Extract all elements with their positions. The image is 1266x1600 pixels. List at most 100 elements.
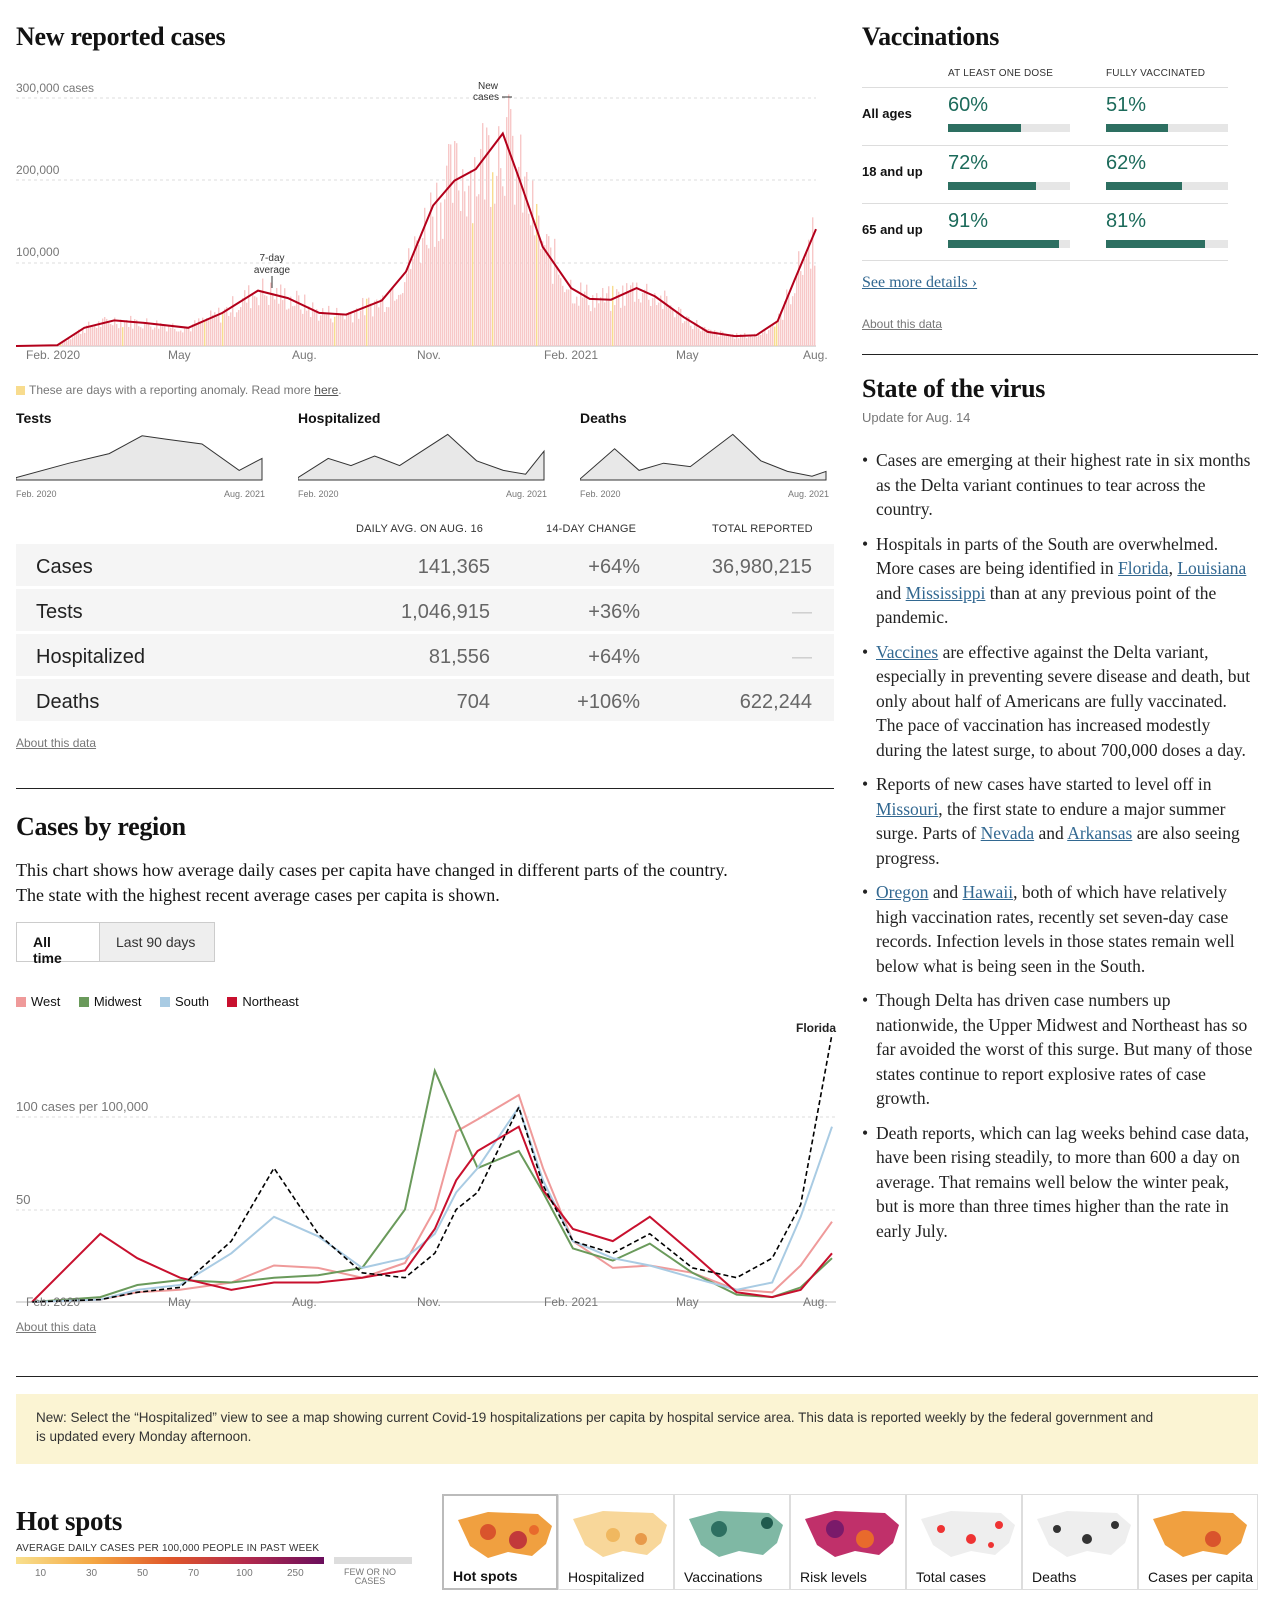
mini-deaths-title: Deaths bbox=[580, 410, 627, 426]
all-time-button[interactable]: All time bbox=[16, 922, 100, 966]
vac-label: All ages bbox=[862, 106, 912, 121]
us-map-icon bbox=[805, 1511, 899, 1557]
daily-bar bbox=[528, 213, 530, 346]
daily-bar bbox=[310, 317, 312, 346]
south-line bbox=[31, 1104, 833, 1303]
arkansas-link[interactable]: Arkansas bbox=[1067, 823, 1133, 843]
oregon-link[interactable]: Oregon bbox=[876, 882, 929, 902]
daily-bar bbox=[130, 315, 132, 346]
see-more-details-link[interactable]: See more details › bbox=[862, 274, 978, 291]
daily-bar bbox=[692, 329, 694, 346]
daily-bar bbox=[356, 308, 358, 346]
tab-total-cases[interactable]: Total cases bbox=[906, 1494, 1022, 1590]
daily-bar bbox=[124, 321, 126, 346]
daily-bar bbox=[738, 338, 740, 346]
nevada-link[interactable]: Nevada bbox=[980, 823, 1035, 843]
region-about-link[interactable]: About this data bbox=[16, 1320, 97, 1334]
daily-bar bbox=[596, 293, 598, 346]
daily-bar bbox=[112, 325, 114, 346]
daily-bar bbox=[280, 284, 282, 346]
bullet-item: Hospitals in parts of the South are over… bbox=[862, 532, 1254, 630]
daily-bar bbox=[118, 328, 120, 346]
y-tick-100k: 100,000 bbox=[16, 245, 60, 259]
daily-bar bbox=[176, 331, 178, 346]
daily-bar bbox=[116, 324, 118, 346]
mississippi-link[interactable]: Mississippi bbox=[905, 582, 986, 603]
stats-about-link[interactable]: About this data bbox=[16, 736, 97, 750]
tab-risk-levels[interactable]: Risk levels bbox=[790, 1494, 906, 1590]
stats-row-deaths: Deaths 704 +106% 622,244 bbox=[16, 679, 834, 723]
daily-bar bbox=[506, 117, 508, 346]
hawaii-link[interactable]: Hawaii bbox=[962, 882, 1014, 902]
tab-cases-per-capita[interactable]: Cases per capita bbox=[1138, 1494, 1258, 1590]
daily-bars bbox=[28, 94, 816, 347]
daily-bar bbox=[296, 290, 298, 346]
daily-bar bbox=[190, 331, 192, 346]
stats-label: Cases bbox=[36, 556, 93, 578]
vac-one-dose-bar bbox=[948, 124, 1070, 132]
daily-bar bbox=[754, 333, 756, 346]
tab-hot-spots[interactable]: Hot spots bbox=[442, 1494, 558, 1590]
missouri-link[interactable]: Missouri bbox=[876, 798, 939, 819]
daily-bar bbox=[436, 182, 438, 346]
daily-bar bbox=[592, 295, 594, 346]
daily-bar bbox=[218, 307, 220, 346]
daily-bar bbox=[676, 311, 678, 346]
vac-row-18-up: 18 and up 72% 62% bbox=[862, 145, 1228, 203]
stats-row-hospitalized: Hospitalized 81,556 +64% — bbox=[16, 634, 834, 678]
state-of-virus-title: State of the virus bbox=[862, 374, 1046, 403]
stats-row-tests: Tests 1,046,915 +36% — bbox=[16, 589, 834, 633]
vaccines-link[interactable]: Vaccines bbox=[876, 641, 939, 662]
daily-bar bbox=[84, 332, 86, 346]
daily-bar bbox=[114, 317, 116, 346]
daily-bar bbox=[758, 332, 760, 346]
daily-bar bbox=[484, 199, 486, 346]
louisiana-link[interactable]: Louisiana bbox=[1177, 558, 1247, 578]
daily-bar bbox=[90, 327, 92, 346]
daily-bar bbox=[772, 325, 774, 346]
florida-link[interactable]: Florida bbox=[1118, 558, 1169, 578]
daily-bar bbox=[408, 248, 410, 346]
daily-bar bbox=[158, 328, 160, 346]
last-90-days-button[interactable]: Last 90 days bbox=[99, 922, 215, 962]
anomaly-here-link[interactable]: here bbox=[314, 383, 339, 397]
daily-bar bbox=[564, 292, 566, 346]
daily-bar bbox=[184, 328, 186, 346]
us-map-icon bbox=[921, 1511, 1015, 1557]
x-tick: May bbox=[676, 348, 699, 362]
daily-bar bbox=[236, 312, 238, 346]
daily-bar bbox=[450, 144, 452, 346]
tab-hospitalized[interactable]: Hospitalized bbox=[558, 1494, 674, 1590]
x-tick: Aug. bbox=[803, 348, 828, 362]
daily-bar bbox=[752, 336, 754, 346]
daily-bar bbox=[646, 283, 648, 346]
daily-bar bbox=[384, 311, 386, 346]
west-line bbox=[31, 1093, 833, 1303]
daily-bar bbox=[104, 317, 106, 346]
daily-bar bbox=[684, 321, 686, 346]
daily-bar bbox=[172, 323, 174, 346]
daily-bar bbox=[216, 315, 218, 346]
vac-about-link[interactable]: About this data bbox=[862, 317, 943, 331]
vac-one-dose-bar bbox=[948, 240, 1070, 248]
stats-row-cases: Cases 141,365 +64% 36,980,215 bbox=[16, 544, 834, 588]
daily-bar bbox=[434, 246, 436, 346]
daily-bar bbox=[378, 307, 380, 346]
daily-bar bbox=[154, 327, 156, 346]
few-cases-label: FEW OR NO CASES bbox=[344, 1567, 396, 1586]
daily-bar bbox=[688, 316, 690, 346]
tab-vaccinations[interactable]: Vaccinations bbox=[674, 1494, 790, 1590]
florida-line bbox=[31, 1034, 833, 1303]
daily-bar bbox=[342, 314, 344, 346]
daily-bar bbox=[522, 212, 524, 346]
daily-bar bbox=[294, 305, 296, 346]
daily-bar bbox=[178, 331, 180, 346]
daily-bar bbox=[702, 326, 704, 346]
daily-bar bbox=[600, 297, 602, 346]
daily-bar bbox=[728, 335, 730, 346]
daily-bar bbox=[352, 322, 354, 346]
daily-bar bbox=[634, 301, 636, 346]
daily-bar bbox=[418, 244, 420, 346]
daily-bar bbox=[80, 333, 82, 346]
tab-deaths[interactable]: Deaths bbox=[1022, 1494, 1138, 1590]
